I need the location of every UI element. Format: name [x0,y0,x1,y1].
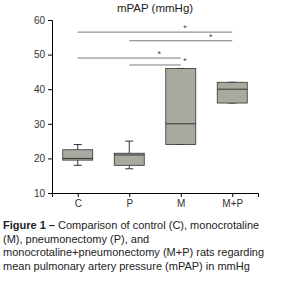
caption-word: pressure [116,260,162,272]
caption-word: control [130,219,166,231]
caption-word: in [203,260,215,272]
title: mPAP (mmHg) [117,2,193,14]
y-tick: 40 [34,84,52,95]
y-axis: 10 20 30 40 50 60 [34,15,53,199]
box [217,82,247,103]
median [114,154,144,155]
y-tick: 10 [34,188,52,199]
y-tick-mark [48,158,52,159]
caption-word: – [46,219,55,231]
y-tick: 30 [34,119,52,130]
y-tick-label: 20 [34,153,46,164]
box-body [63,150,93,160]
x-tick-label: P [126,198,133,209]
y-tick: 50 [34,49,52,60]
caption-word: of [117,219,130,231]
x-tick-mark [129,193,130,197]
significance-label: * [183,23,187,33]
caption-line: (M), pneumonectomy (P), and [3,233,149,245]
caption-word: regarding [215,246,265,258]
box [166,68,196,144]
significance-label: * [183,56,187,66]
y-tick-mark [48,124,52,125]
y-tick-mark [48,55,52,56]
caption-word: (C), [166,219,187,231]
y-tick-mark [48,89,52,90]
median [63,158,93,159]
caption-word: Figure [3,219,37,231]
caption-line: monocrotaline+pneumonectomy (M+P) rats r… [3,246,264,258]
caption-word: mmHg [214,260,249,272]
x-axis-line [53,194,259,198]
caption-line: mean pulmonary artery pressure (mPAP) in… [3,260,250,272]
box [63,145,93,166]
x-tick-mark [181,193,182,197]
median [166,123,196,124]
caption-word: monocrotaline [187,219,259,231]
y-axis-line [48,21,53,194]
x-tick-mark [232,193,233,197]
caption-word: (M+P) [160,246,193,258]
significance-line [78,58,181,59]
caption-word: (P), [107,233,128,245]
whisker-high [77,145,78,150]
whisker-cap-low [74,165,82,166]
x-tick-label: C [75,198,82,209]
caption-word: rats [193,246,215,258]
significance-line [129,64,181,65]
significance-label: * [157,49,161,59]
caption-word: Comparison [55,219,117,231]
y-tick: 60 [34,15,52,26]
caption-word: pulmonary [31,260,86,272]
plot-area [63,32,248,169]
caption: Figure 1 – Comparison of control (C), mo… [3,219,264,272]
y-tick-label: 50 [34,49,46,60]
whisker-high [129,141,130,153]
y-tick-label: 30 [34,119,46,130]
y-tick-label: 60 [34,15,46,26]
y-tick: 20 [34,153,52,164]
x-axis: C P M M+P [53,193,259,209]
box-body [217,82,247,103]
significance-label: * [209,32,213,42]
whisker-low [129,165,130,168]
y-tick-mark [48,193,52,194]
whisker-cap-low [125,168,133,169]
y-tick-mark [48,20,52,21]
significance-line [129,40,232,41]
caption-line: Figure 1 – Comparison of control (C), mo… [3,219,259,231]
x-tick: C [75,193,82,209]
caption-word: and [128,233,149,245]
x-tick-label: M+P [222,198,243,209]
x-tick-label: M [177,198,185,209]
caption-word: pneumonectomy [23,233,108,245]
caption-word: (M), [3,233,23,245]
y-tick-label: 10 [34,188,46,199]
x-tick: M [177,193,185,209]
whisker-cap-high [125,141,133,142]
caption-word: artery [85,260,117,272]
caption-word: mean [3,260,31,272]
median [217,89,247,90]
y-tick-label: 40 [34,84,46,95]
significance: * * * * [157,23,213,66]
box-body [166,68,196,144]
whisker-low [77,160,78,165]
x-tick: M+P [222,193,243,209]
caption-word: (mPAP) [162,260,203,272]
chart: mPAP (mmHg) 10 20 30 40 50 60 C P M M+P * * * * Figure … [0,0,283,283]
x-tick-mark [78,193,79,197]
caption-word: 1 [37,219,46,231]
box [114,141,144,169]
box-body [114,153,144,165]
x-tick: P [126,193,133,209]
whisker-cap-high [74,144,82,145]
caption-word: monocrotaline+pneumonectomy [3,246,160,258]
